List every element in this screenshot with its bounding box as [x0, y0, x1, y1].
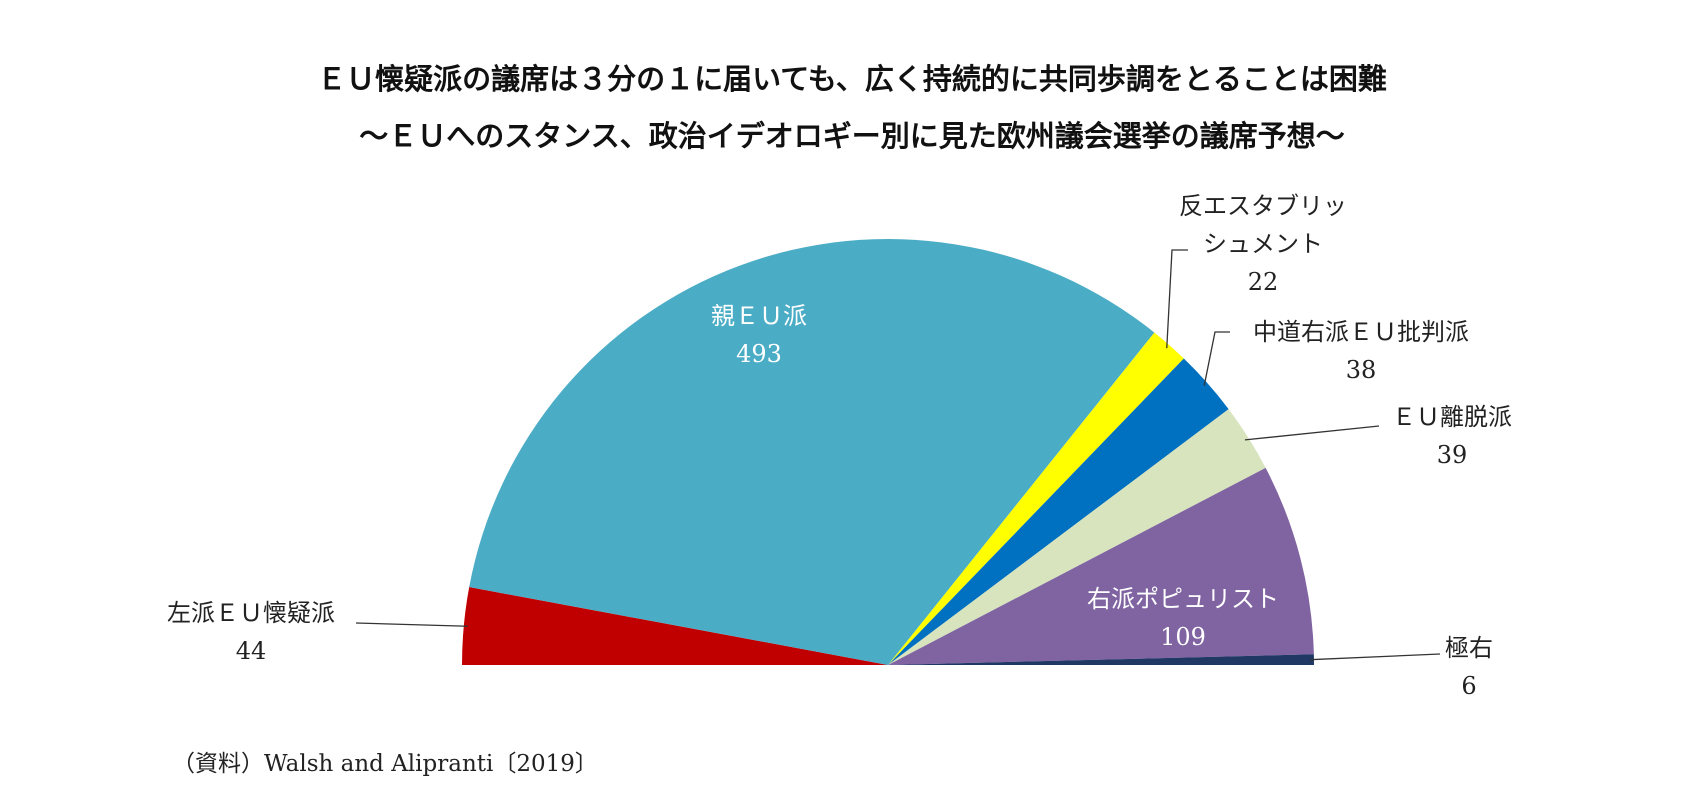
value-label: 22	[1247, 268, 1279, 296]
value-label: 109	[1160, 623, 1206, 651]
category-label: 左派ＥＵ懐疑派	[167, 599, 335, 627]
leader-line	[1309, 653, 1441, 661]
leader-line	[355, 622, 468, 627]
slice	[888, 332, 1184, 665]
leader-line	[1244, 425, 1380, 441]
category-label: 親ＥＵ派	[711, 302, 807, 330]
category-label: 反エスタブリッシュメント	[1179, 192, 1347, 258]
value-label: 493	[736, 340, 782, 368]
source: （資料）Walsh and Alipranti〔2019〕	[172, 751, 598, 777]
leader-line	[1166, 249, 1188, 349]
slice	[469, 238, 1155, 665]
slice	[888, 409, 1266, 665]
value-label: 6	[1461, 672, 1477, 700]
value-label: 44	[235, 637, 267, 665]
slice	[888, 654, 1314, 665]
leader-line	[1203, 331, 1230, 386]
slice	[888, 358, 1229, 665]
slice	[462, 587, 888, 665]
chart-subtitle: ～ＥＵへのスタンス、政治イデオロギー別に見た欧州議会選挙の議席予想～	[359, 119, 1345, 153]
value-label: 39	[1436, 441, 1468, 469]
slice	[888, 467, 1314, 665]
chart-title: ＥＵ懐疑派の議席は３分の１に届いても、広く持続的に共同歩調をとることは困難	[317, 62, 1387, 96]
category-label: 極右	[1445, 634, 1493, 662]
category-label: 中道右派ＥＵ批判派	[1253, 318, 1469, 346]
category-label: ＥＵ離脱派	[1392, 403, 1512, 431]
category-label: 右派ポピュリスト	[1087, 585, 1279, 613]
value-label: 38	[1345, 356, 1377, 384]
